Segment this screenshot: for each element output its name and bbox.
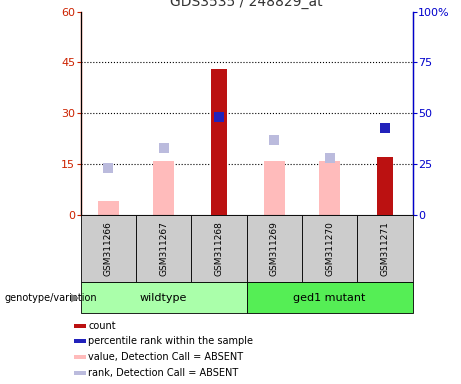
Point — [105, 165, 112, 171]
Text: rank, Detection Call = ABSENT: rank, Detection Call = ABSENT — [88, 367, 238, 377]
Bar — [74, 371, 86, 374]
Point — [381, 124, 389, 131]
Text: ged1 mutant: ged1 mutant — [294, 293, 366, 303]
Text: wildtype: wildtype — [140, 293, 187, 303]
Bar — [136, 215, 191, 282]
Bar — [357, 215, 413, 282]
Text: GSM311270: GSM311270 — [325, 221, 334, 276]
Bar — [74, 324, 86, 328]
Text: ▶: ▶ — [71, 293, 80, 303]
Bar — [377, 157, 393, 215]
Text: GSM311269: GSM311269 — [270, 221, 279, 276]
Bar — [81, 282, 247, 313]
Bar — [319, 161, 340, 215]
Bar — [191, 215, 247, 282]
Bar — [247, 282, 413, 313]
Text: GSM311267: GSM311267 — [159, 221, 168, 276]
Bar — [98, 202, 119, 215]
Bar — [153, 161, 174, 215]
Text: genotype/variation: genotype/variation — [5, 293, 97, 303]
Text: value, Detection Call = ABSENT: value, Detection Call = ABSENT — [88, 352, 243, 362]
Text: GSM311268: GSM311268 — [214, 221, 224, 276]
Bar — [247, 215, 302, 282]
Bar — [302, 215, 357, 282]
Title: GDS3535 / 248829_at: GDS3535 / 248829_at — [170, 0, 323, 9]
Bar — [74, 355, 86, 359]
Bar — [74, 339, 86, 343]
Point — [160, 145, 167, 151]
Bar — [264, 161, 285, 215]
Point — [271, 137, 278, 143]
Bar — [211, 69, 227, 215]
Text: count: count — [88, 321, 116, 331]
Bar — [81, 215, 136, 282]
Point — [326, 155, 333, 161]
Text: percentile rank within the sample: percentile rank within the sample — [88, 336, 253, 346]
Text: GSM311271: GSM311271 — [380, 221, 390, 276]
Point — [215, 114, 223, 121]
Text: GSM311266: GSM311266 — [104, 221, 113, 276]
